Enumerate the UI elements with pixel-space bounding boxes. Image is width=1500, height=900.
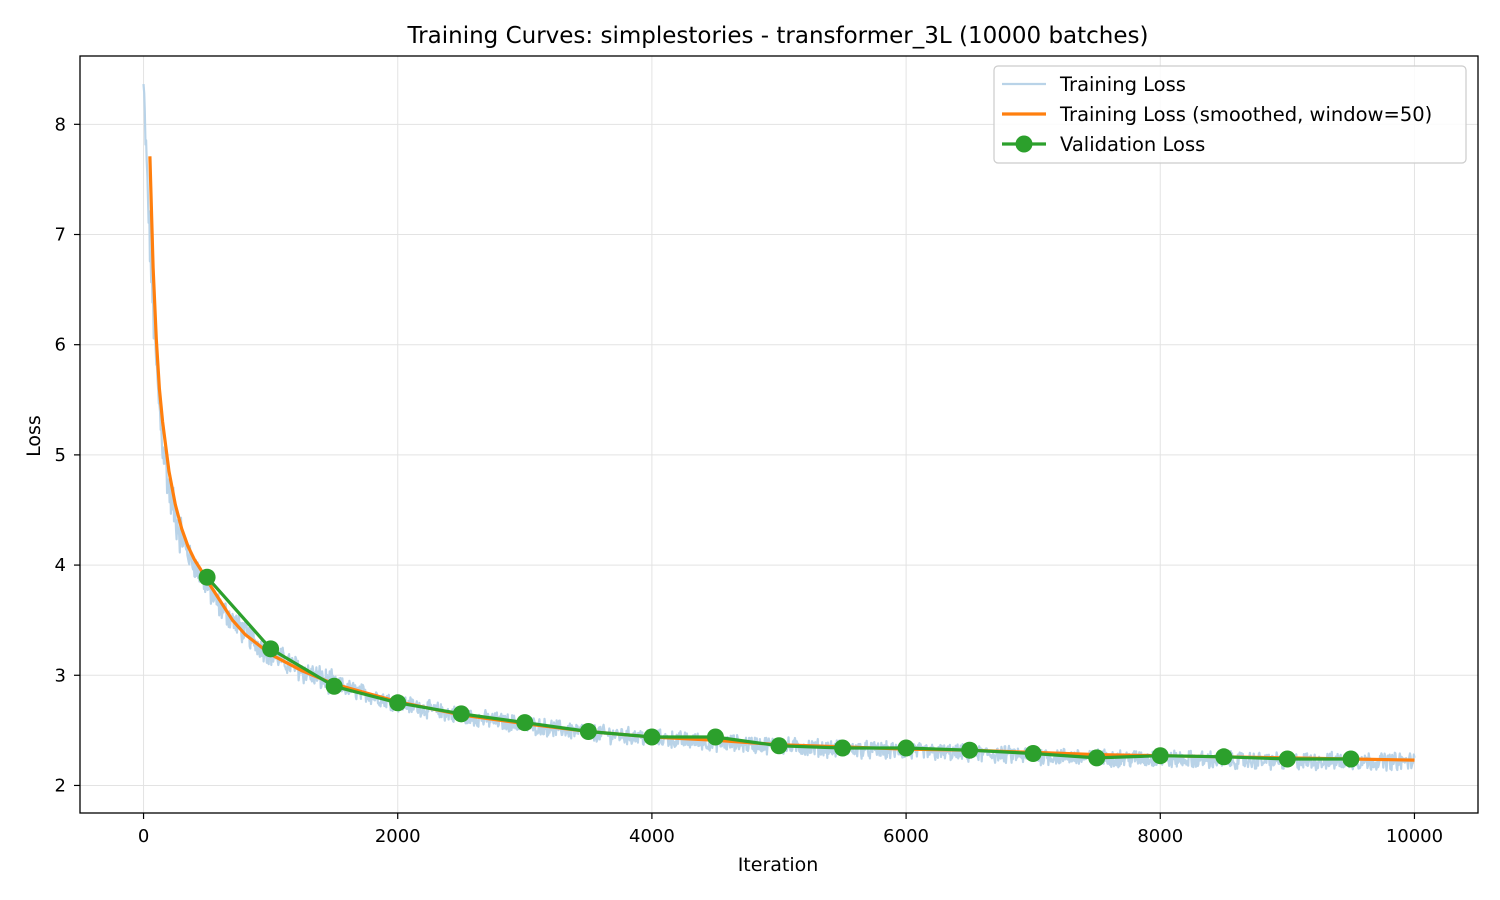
y-tick-label: 3 — [55, 665, 66, 686]
legend: Training Loss Training Loss (smoothed, wi… — [993, 65, 1467, 164]
y-tick-label: 8 — [55, 114, 66, 135]
x-tick-label: 6000 — [883, 826, 929, 847]
validation-loss-point — [1088, 749, 1106, 767]
validation-loss-point — [1215, 748, 1233, 766]
validation-loss-point — [834, 739, 852, 757]
y-tick-label: 7 — [55, 225, 66, 246]
validation-loss-point — [706, 728, 724, 746]
plot-frame — [79, 55, 1479, 814]
legend-box — [993, 65, 1467, 164]
validation-loss-point — [198, 568, 216, 586]
y-tick-label: 2 — [55, 775, 66, 796]
x-tick-label: 8000 — [1137, 826, 1183, 847]
x-tick-label: 2000 — [375, 826, 421, 847]
validation-loss-point — [452, 705, 470, 723]
chart-title: Training Curves: simplestories - transfo… — [407, 23, 1149, 49]
validation-loss-point — [1278, 750, 1296, 768]
validation-loss-point — [389, 694, 407, 712]
validation-loss-point — [516, 714, 534, 732]
validation-loss-point — [897, 739, 915, 757]
legend-label: Training Loss (smoothed, window=50) — [1059, 103, 1432, 126]
x-axis-label: Iteration — [738, 854, 819, 876]
x-tick-label: 4000 — [629, 826, 675, 847]
validation-loss-point — [1342, 750, 1360, 768]
legend-label: Training Loss — [1059, 73, 1186, 96]
validation-loss-point — [325, 677, 343, 695]
legend-label: Validation Loss — [1060, 133, 1205, 156]
validation-loss-point — [1024, 744, 1042, 762]
series-layer — [142, 84, 1416, 772]
axis-ticks: 0 2000 4000 6000 8000 10000 2 3 4 5 6 7 8 — [55, 114, 1444, 847]
validation-loss-point — [262, 640, 280, 658]
validation-loss-point — [770, 737, 788, 755]
y-tick-label: 4 — [55, 555, 66, 576]
legend-marker — [1015, 135, 1033, 153]
y-axis-label: Loss — [23, 415, 45, 457]
validation-loss-point — [643, 728, 661, 746]
y-tick-label: 6 — [55, 335, 66, 356]
validation-loss-point — [961, 741, 979, 759]
x-tick-label: 10000 — [1386, 826, 1443, 847]
x-tick-label: 0 — [138, 826, 149, 847]
y-tick-label: 5 — [55, 445, 66, 466]
validation-loss-point — [579, 722, 597, 740]
validation-loss-point — [1151, 747, 1169, 765]
